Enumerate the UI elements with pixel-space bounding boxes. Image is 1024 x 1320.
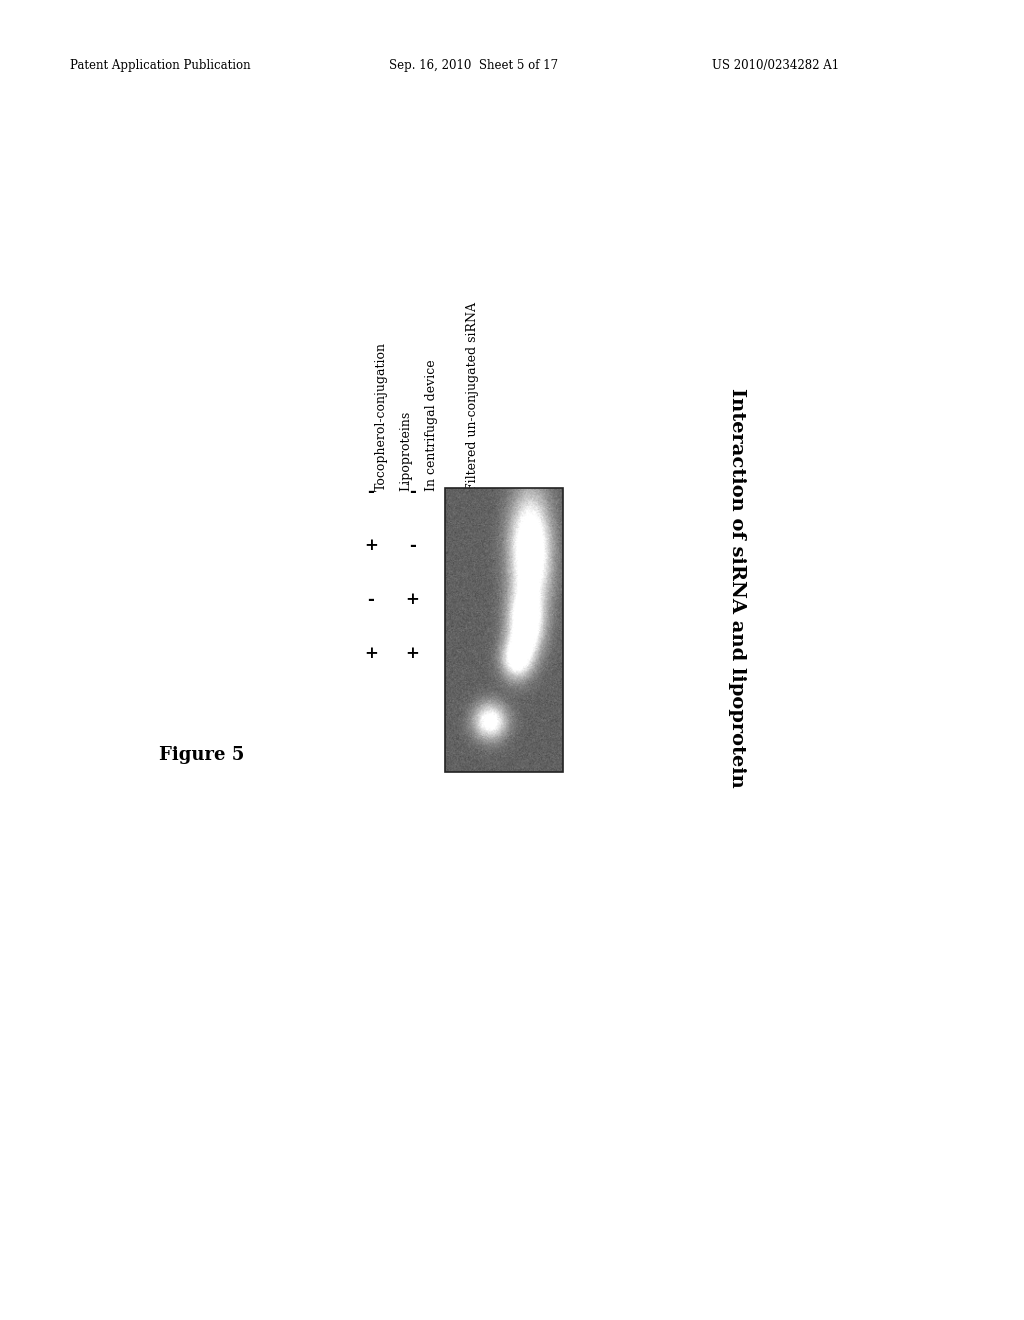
Text: Interaction of siRNA and lipoprotein: Interaction of siRNA and lipoprotein: [728, 388, 746, 787]
Text: -: -: [410, 483, 416, 499]
Text: Patent Application Publication: Patent Application Publication: [70, 59, 250, 73]
Text: +: +: [364, 537, 378, 553]
Text: +: +: [406, 591, 420, 607]
Text: Tocopherol-conjugation: Tocopherol-conjugation: [375, 342, 388, 491]
Text: -: -: [368, 591, 374, 607]
Text: Lipoproteins: Lipoproteins: [399, 411, 413, 491]
Text: +: +: [364, 645, 378, 661]
Text: -: -: [410, 537, 416, 553]
Text: US 2010/0234282 A1: US 2010/0234282 A1: [712, 59, 839, 73]
Text: -: -: [368, 483, 374, 499]
Text: In centrifugal device: In centrifugal device: [425, 359, 438, 491]
Text: +: +: [406, 645, 420, 661]
Text: Filtered un-conjugated siRNA: Filtered un-conjugated siRNA: [466, 302, 479, 491]
Text: Sep. 16, 2010  Sheet 5 of 17: Sep. 16, 2010 Sheet 5 of 17: [389, 59, 558, 73]
Text: Figure 5: Figure 5: [159, 746, 244, 764]
